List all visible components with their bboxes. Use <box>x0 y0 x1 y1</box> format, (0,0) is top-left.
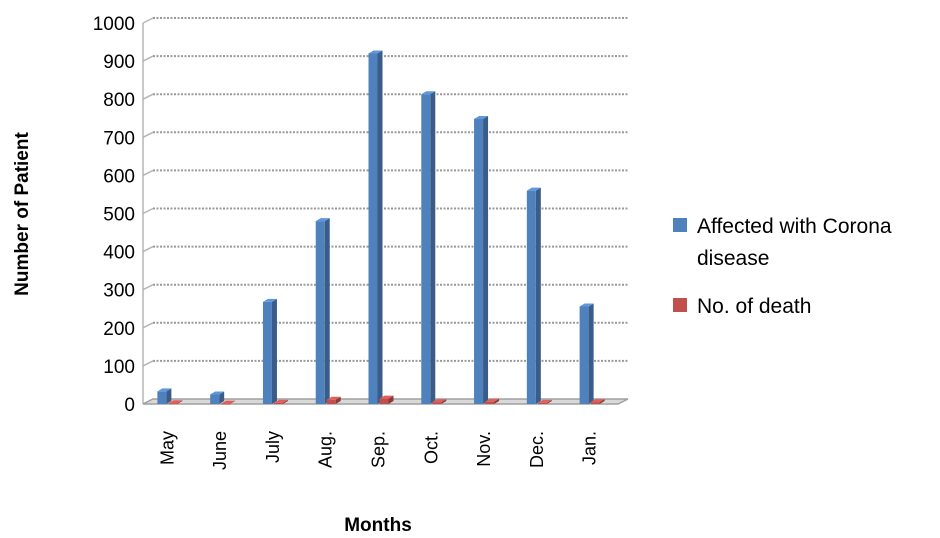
x-tick-label: Aug. <box>316 431 336 468</box>
legend-label: disease <box>697 247 769 270</box>
gridline-side <box>142 245 154 253</box>
y-tick-label: 200 <box>103 319 135 340</box>
bar-death <box>168 400 183 405</box>
x-tick-label: July <box>263 431 283 463</box>
bar-affected <box>262 298 277 404</box>
gridline-side <box>142 93 154 100</box>
bar-affected <box>210 391 225 404</box>
bar-affected <box>368 50 383 404</box>
bar-death <box>379 395 394 404</box>
y-tick-label: 700 <box>103 128 135 149</box>
x-tick-label: Dec. <box>527 431 547 468</box>
x-tick-label: Jan. <box>580 431 600 465</box>
legend-label: No. of death <box>697 295 811 318</box>
y-tick-label: 500 <box>103 205 135 226</box>
bar-death <box>326 396 341 404</box>
legend-label: Affected with Corona <box>697 215 892 238</box>
bar-death <box>590 399 605 404</box>
bar-death <box>537 399 552 404</box>
bar-affected <box>526 187 541 404</box>
bar-death <box>221 400 236 405</box>
bar-death <box>273 399 288 404</box>
bar-affected <box>157 388 172 404</box>
x-tick-label: Nov. <box>474 431 494 467</box>
gridline-side <box>142 360 154 367</box>
legend-swatch <box>673 218 687 232</box>
bar-affected <box>474 116 489 405</box>
x-tick-label: May <box>157 431 177 465</box>
x-axis-categories: May June July Aug. Sep. Oct. Nov. Dec. Jan. <box>157 431 599 470</box>
gridline-side <box>142 131 154 138</box>
y-tick-label: 0 <box>124 395 135 416</box>
gridline-side <box>142 169 154 177</box>
bar-affected <box>421 91 436 404</box>
legend-swatch <box>673 298 687 312</box>
bar-death <box>432 399 447 404</box>
x-tick-label: June <box>210 431 230 470</box>
y-tick-label: 800 <box>103 90 135 111</box>
legend: Affected with Corona disease No. of death <box>673 215 892 318</box>
y-tick-label: 600 <box>103 166 135 187</box>
y-axis-ticks: 0 100 200 300 400 500 600 700 800 900 1000 <box>93 14 135 416</box>
x-tick-label: Sep. <box>369 431 389 468</box>
gridline-side <box>142 284 154 291</box>
y-tick-label: 900 <box>103 52 135 73</box>
gridlines <box>142 17 628 405</box>
gridline-side <box>142 207 154 215</box>
x-axis-title: Months <box>344 515 412 536</box>
y-axis-title: Number of Patient <box>12 132 33 296</box>
gridline-side <box>142 17 154 24</box>
y-tick-label: 1000 <box>93 14 135 35</box>
gridline-side <box>142 322 154 329</box>
bars <box>157 50 605 405</box>
bar-death <box>485 398 500 404</box>
y-tick-label: 300 <box>103 281 135 302</box>
y-tick-label: 100 <box>103 357 135 378</box>
gridline-side <box>142 55 154 62</box>
y-tick-label: 400 <box>103 243 135 264</box>
legend-item-death: No. of death <box>673 295 811 318</box>
bar-affected <box>315 218 330 404</box>
bar-affected <box>579 303 594 404</box>
legend-item-affected: Affected with Corona disease <box>673 215 892 270</box>
x-tick-label: Oct. <box>421 431 441 464</box>
